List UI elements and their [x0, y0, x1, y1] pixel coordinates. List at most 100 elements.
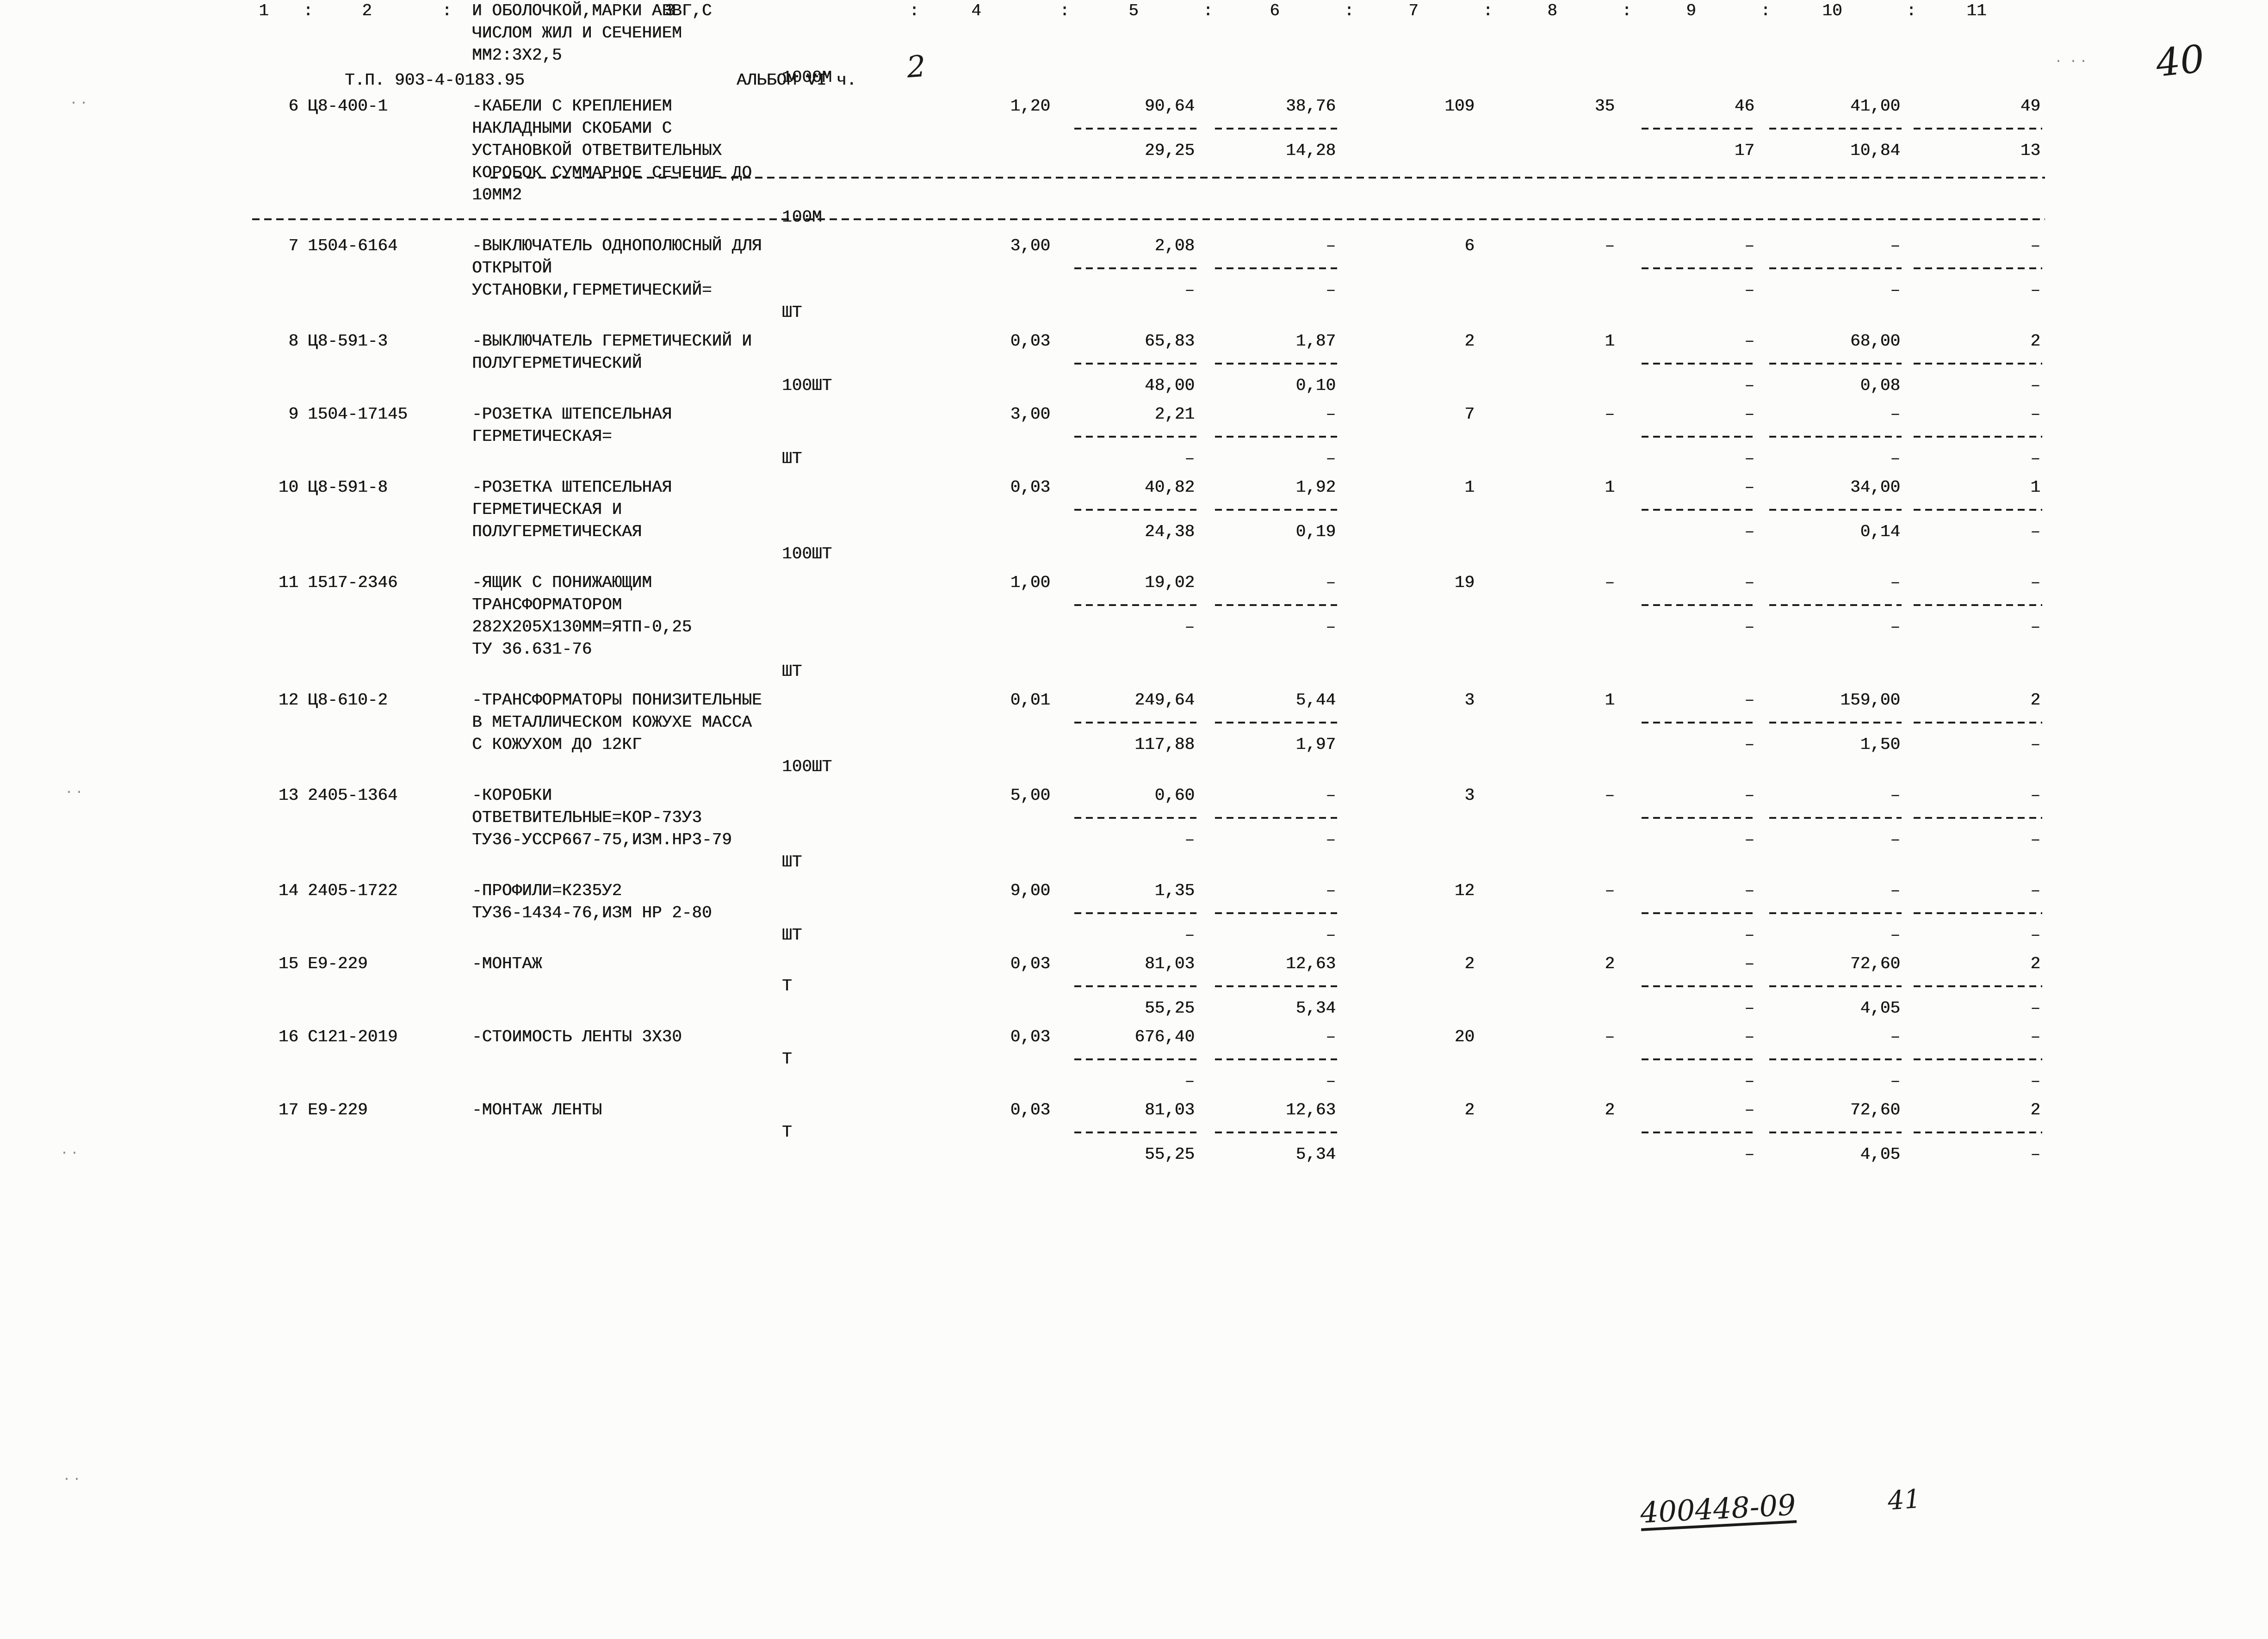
value-col11-bottom: –: [2030, 999, 2040, 1018]
value-separator-dashes: [1642, 604, 1756, 606]
value-col6-top: –: [1326, 786, 1336, 805]
column-number: 5: [1128, 1, 1139, 20]
table-row: 6 Ц8-400-1 -КАБЕЛИ С КРЕПЛЕНИЕМ НАКЛАДНЫМИ …: [0, 95, 2268, 235]
value-separator-dashes: [1914, 1058, 2042, 1060]
unit-of-measure: 100ШТ: [782, 376, 832, 395]
column-separator: :: [442, 1, 452, 20]
value-col9-top: –: [1744, 478, 1754, 497]
value-col9-top: 46: [1734, 97, 1754, 116]
column-separator: :: [1622, 1, 1632, 20]
value-separator-dashes: [1769, 363, 1902, 365]
item-description-line: КОРОБОК СУММАРНОЕ СЕЧЕНИЕ ДО: [472, 163, 752, 182]
value-separator-dashes: [1215, 817, 1337, 819]
column-separator: :: [1344, 1, 1354, 20]
value-separator-dashes: [1769, 985, 1902, 987]
value-col9-top: –: [1744, 954, 1754, 973]
unit-of-measure: 100М: [782, 208, 822, 227]
value-col7: 19: [1454, 573, 1475, 592]
table-row: И ОБОЛОЧКОЙ,МАРКИ АВВГ,С ЧИСЛОМ ЖИЛ И СЕЧ…: [0, 0, 2268, 95]
item-description-line: -МОНТАЖ ЛЕНТЫ: [472, 1101, 602, 1119]
column-number: 1: [259, 1, 269, 20]
table-row: 11 1517-2346 -ЯЩИК С ПОНИЖАЮЩИМ ТРАНСФОРМАТ…: [0, 572, 2268, 689]
value-col10-bottom: –: [1890, 926, 1900, 945]
value-col5-top: 676,40: [1134, 1027, 1195, 1046]
value-separator-dashes: [1769, 817, 1902, 819]
item-description-line: УСТАНОВКИ,ГЕРМЕТИЧЕСКИЙ=: [472, 281, 712, 300]
row-number: 12: [278, 691, 298, 710]
value-separator-dashes: [1215, 509, 1337, 511]
value-col10-bottom: –: [1890, 1072, 1900, 1091]
value-separator-dashes: [1215, 604, 1337, 606]
value-col9-bottom: –: [1744, 618, 1754, 637]
item-description-line: ЧИСЛОМ ЖИЛ И СЕЧЕНИЕМ: [472, 24, 682, 43]
value-col11-bottom: –: [2030, 830, 2040, 849]
value-col6-bottom: 5,34: [1295, 999, 1336, 1018]
value-separator-dashes: [1074, 363, 1196, 365]
value-col8: 2: [1605, 1101, 1615, 1119]
value-col8: –: [1605, 786, 1615, 805]
item-description-line: ММ2:3Х2,5: [472, 46, 562, 65]
value-col5-top: 65,83: [1144, 332, 1195, 351]
value-col11-top: –: [2030, 236, 2040, 255]
stamp-number-handwritten: 400448-09: [1639, 1488, 1797, 1530]
value-col10-bottom: –: [1890, 449, 1900, 468]
value-col8: 1: [1605, 691, 1615, 710]
value-separator-dashes: [1642, 817, 1756, 819]
scan-artifact: . ..: [2054, 51, 2090, 67]
value-separator-dashes: [1074, 1132, 1196, 1133]
unit-of-measure: ШТ: [782, 926, 802, 945]
item-code: Ц8-610-2: [308, 691, 388, 710]
value-col10-top: 41,00: [1850, 97, 1900, 116]
value-col6-top: –: [1326, 881, 1336, 900]
value-col5-bottom: 55,25: [1144, 999, 1195, 1018]
value-col5-bottom: 24,38: [1144, 522, 1195, 541]
value-col11-bottom: –: [2030, 735, 2040, 754]
item-description-line: НАКЛАДНЫМИ СКОБАМИ С: [472, 119, 672, 138]
item-code: 2405-1364: [308, 786, 398, 805]
value-col6-top: 1,87: [1295, 332, 1336, 351]
value-col4: 5,00: [1010, 786, 1050, 805]
value-col4: 1,20: [1010, 97, 1050, 116]
row-number: 7: [288, 236, 298, 255]
value-separator-dashes: [1215, 436, 1337, 438]
value-col10-top: 72,60: [1850, 954, 1900, 973]
value-col5-bottom: –: [1184, 926, 1195, 945]
column-separator: :: [1203, 1, 1213, 20]
value-col11-top: 2: [2030, 954, 2040, 973]
value-col6-bottom: –: [1326, 618, 1336, 637]
value-col5-top: 2,08: [1154, 236, 1195, 255]
value-col5-top: 81,03: [1144, 954, 1195, 973]
value-col7: 1: [1464, 478, 1475, 497]
value-col6-bottom: 0,10: [1295, 376, 1336, 395]
value-col4: 3,00: [1010, 405, 1050, 424]
value-col9-top: –: [1744, 405, 1754, 424]
item-description-line: -КАБЕЛИ С КРЕПЛЕНИЕМ: [472, 97, 672, 116]
item-description-line: ТУ36-УССР667-75,ИЗМ.НР3-79: [472, 830, 732, 849]
value-separator-dashes: [1215, 128, 1337, 130]
value-col9-top: –: [1744, 691, 1754, 710]
value-col10-bottom: –: [1890, 281, 1900, 300]
unit-of-measure: Т: [782, 1050, 792, 1069]
value-col6-top: 12,63: [1285, 1101, 1336, 1119]
value-col9-bottom: –: [1744, 926, 1754, 945]
value-separator-dashes: [1914, 509, 2042, 511]
value-col10-bottom: –: [1890, 618, 1900, 637]
value-col6-bottom: 14,28: [1285, 141, 1336, 160]
column-number: 9: [1686, 1, 1696, 20]
value-col9-top: –: [1744, 236, 1754, 255]
table-row: 8 Ц8-591-3 -ВЫКЛЮЧАТЕЛЬ ГЕРМЕТИЧЕСКИЙ И ПОЛ…: [0, 330, 2268, 403]
column-separator: :: [1760, 1, 1771, 20]
value-separator-dashes: [1914, 436, 2042, 438]
value-col11-top: 2: [2030, 1101, 2040, 1119]
row-number: 17: [278, 1101, 298, 1119]
value-separator-dashes: [1769, 436, 1902, 438]
value-separator-dashes: [1769, 509, 1902, 511]
item-code: 1517-2346: [308, 573, 398, 592]
table-row: 15 Е9-229 -МОНТАЖ Т 0,03 2 2 81,03 55,25 12,63 5,3…: [0, 953, 2268, 1026]
value-col11-bottom: –: [2030, 618, 2040, 637]
column-number: 6: [1270, 1, 1280, 20]
value-separator-dashes: [1074, 128, 1196, 130]
item-description-line: ПОЛУГЕРМЕТИЧЕСКИЙ: [472, 354, 642, 373]
value-separator-dashes: [1215, 912, 1337, 914]
item-description-line: -ПРОФИЛИ=К235У2: [472, 881, 622, 900]
